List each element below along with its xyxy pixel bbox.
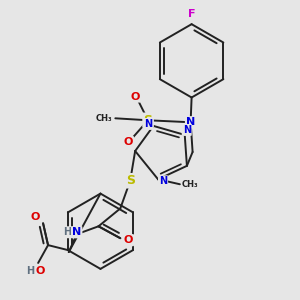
Text: N: N: [186, 117, 195, 127]
Text: N: N: [183, 125, 191, 135]
Text: O: O: [124, 137, 133, 147]
Text: S: S: [143, 114, 152, 127]
Text: H: H: [63, 227, 71, 237]
Text: N: N: [159, 176, 167, 186]
Text: O: O: [35, 266, 45, 276]
Text: O: O: [124, 235, 133, 245]
Text: F: F: [188, 9, 195, 19]
Text: O: O: [130, 92, 140, 101]
Text: H: H: [26, 266, 34, 276]
Text: O: O: [31, 212, 40, 222]
Text: S: S: [126, 174, 135, 187]
Text: CH₃: CH₃: [96, 114, 112, 123]
Text: N: N: [72, 227, 81, 237]
Text: N: N: [144, 119, 152, 129]
Text: CH₃: CH₃: [182, 180, 199, 189]
